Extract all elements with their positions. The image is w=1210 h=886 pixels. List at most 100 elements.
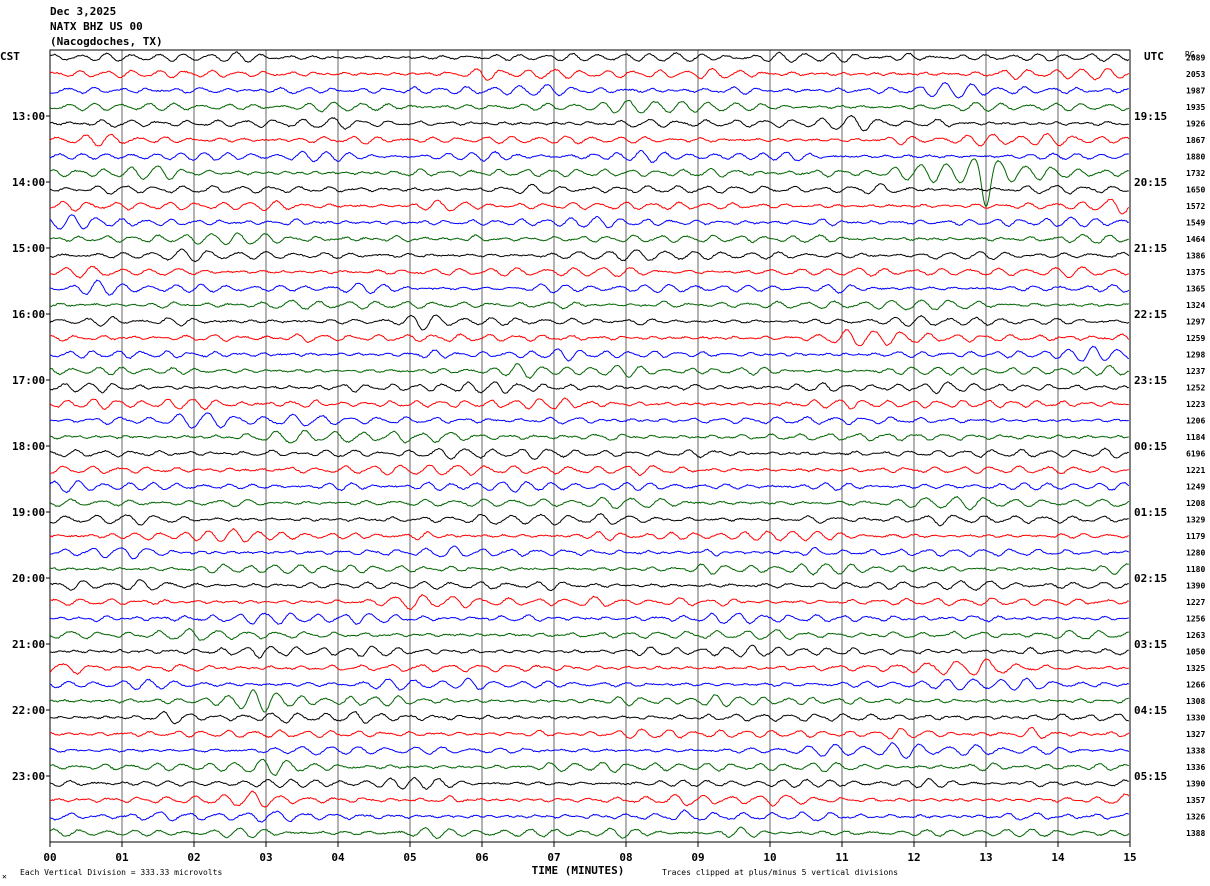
row-value-label: 1549 [1186, 218, 1205, 227]
corner-mark: ✕ [2, 872, 7, 881]
row-value-label: 1297 [1186, 317, 1205, 326]
trace-row [49, 742, 1130, 759]
trace-row [49, 513, 1129, 527]
utc-hour-label: 04:15 [1134, 704, 1167, 717]
utc-hour-label: 01:15 [1134, 506, 1167, 519]
cst-hour-label: 18:00 [12, 440, 45, 453]
trace-row [49, 82, 1129, 99]
row-value-label: 1252 [1186, 383, 1205, 392]
row-value-label: 1280 [1186, 548, 1205, 557]
trace-row [50, 114, 1129, 132]
cst-hour-label: 13:00 [12, 110, 45, 123]
row-value-label: 1880 [1186, 152, 1205, 161]
row-value-label: 1325 [1186, 664, 1205, 673]
cst-hour-label: 22:00 [12, 704, 45, 717]
row-value-label: 1223 [1186, 400, 1205, 409]
row-value-label: 1206 [1186, 416, 1205, 425]
row-value-label: 1259 [1186, 334, 1205, 343]
trace-row [50, 51, 1130, 63]
utc-hour-label: 19:15 [1134, 110, 1167, 123]
row-value-label: 1390 [1186, 581, 1205, 590]
cst-hour-label: 21:00 [12, 638, 45, 651]
row-value-label: 1572 [1186, 202, 1205, 211]
trace-row [49, 429, 1129, 444]
trace-row [49, 644, 1129, 659]
trace-row [49, 758, 1129, 777]
cst-hour-label: 15:00 [12, 242, 45, 255]
trace-row [49, 677, 1129, 691]
trace-row [50, 198, 1130, 215]
x-tick-label: 09 [691, 851, 704, 864]
row-value-label: 1327 [1186, 730, 1205, 739]
trace-row [49, 132, 1130, 147]
row-value-label: 1263 [1186, 631, 1205, 640]
cst-hour-label: 23:00 [12, 770, 45, 783]
utc-hour-label: 02:15 [1134, 572, 1167, 585]
x-tick-label: 08 [619, 851, 632, 864]
trace-row [49, 790, 1130, 808]
x-tick-label: 13 [979, 851, 992, 864]
trace-row [49, 464, 1129, 477]
trace-row [49, 381, 1129, 395]
trace-row [49, 447, 1129, 460]
clip-note: Traces clipped at plus/minus 5 vertical … [662, 868, 899, 877]
cst-zone-label: CST [0, 50, 20, 63]
scale-note: Each Vertical Division = 333.33 microvol… [20, 868, 223, 877]
utc-hour-label: 05:15 [1134, 770, 1167, 783]
utc-hour-label: 23:15 [1134, 374, 1167, 387]
trace-row [49, 480, 1130, 494]
row-value-label: 1926 [1186, 119, 1205, 128]
row-value-label: 1208 [1186, 499, 1205, 508]
trace-row [49, 345, 1130, 362]
row-value-label: 1935 [1186, 103, 1205, 112]
trace-row [49, 495, 1130, 511]
trace-row [49, 183, 1129, 195]
cst-hour-label: 20:00 [12, 572, 45, 585]
utc-hour-label: 03:15 [1134, 638, 1167, 651]
x-tick-label: 06 [475, 851, 489, 864]
x-tick-label: 14 [1051, 851, 1065, 864]
trace-row [50, 412, 1129, 429]
x-tick-label: 03 [259, 851, 272, 864]
trace-row [49, 727, 1130, 740]
row-value-label: 1375 [1186, 268, 1205, 277]
row-value-label: 1357 [1186, 796, 1205, 805]
trace-row [49, 563, 1129, 576]
row-value-label: 1184 [1186, 433, 1205, 442]
trace-row [49, 593, 1129, 610]
row-value-label: 1308 [1186, 697, 1205, 706]
row-value-label: 1338 [1186, 746, 1205, 755]
x-tick-label: 15 [1123, 851, 1136, 864]
trace-row [49, 158, 1129, 208]
trace-row [49, 776, 1129, 790]
row-value-label: 1388 [1186, 829, 1205, 838]
row-value-label: 2089 [1186, 53, 1205, 62]
row-value-label: 1390 [1186, 779, 1205, 788]
trace-row [49, 612, 1129, 626]
x-tick-label: 01 [115, 851, 129, 864]
trace-row [49, 579, 1129, 592]
trace-row [49, 689, 1129, 713]
trace-row [49, 214, 1129, 230]
row-value-label: 1365 [1186, 284, 1205, 293]
row-value-label: 1326 [1186, 812, 1205, 821]
row-value-label: 1330 [1186, 713, 1205, 722]
row-value-label: 1227 [1186, 598, 1205, 607]
utc-hour-label: 20:15 [1134, 176, 1167, 189]
row-value-label: 1650 [1186, 185, 1205, 194]
trace-row [49, 279, 1130, 296]
row-value-label: 1464 [1186, 235, 1205, 244]
trace-row [49, 67, 1130, 81]
row-value-label: 1179 [1186, 532, 1205, 541]
corner-code: RG [1185, 50, 1195, 59]
utc-hour-label: 00:15 [1134, 440, 1167, 453]
trace-row [49, 99, 1130, 114]
utc-hour-label: 21:15 [1134, 242, 1167, 255]
cst-hour-label: 16:00 [12, 308, 45, 321]
x-tick-label: 05 [403, 851, 416, 864]
cst-hour-label: 14:00 [12, 176, 45, 189]
row-value-label: 1867 [1186, 136, 1205, 145]
station-label: NATX BHZ US 00 [50, 20, 143, 33]
trace-row [49, 232, 1129, 246]
trace-row [49, 329, 1130, 347]
